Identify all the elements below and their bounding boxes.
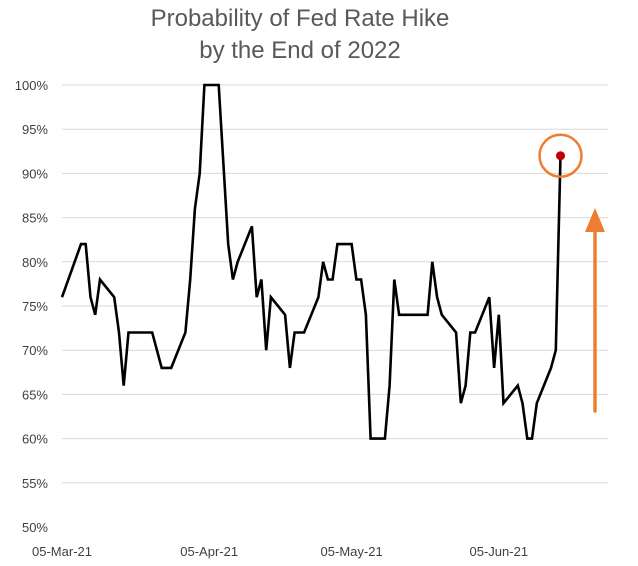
x-tick-label: 05-Apr-21 bbox=[180, 544, 238, 559]
x-tick-label: 05-Jun-21 bbox=[470, 544, 529, 559]
up-arrow-head bbox=[585, 208, 605, 232]
chart-title-line-2: by the End of 2022 bbox=[199, 37, 401, 64]
y-tick-label: 70% bbox=[22, 343, 48, 358]
x-tick-label: 05-May-21 bbox=[321, 544, 383, 559]
y-tick-label: 75% bbox=[22, 299, 48, 314]
x-axis: 05-Mar-21 05-Apr-21 05-May-21 05-Jun-21 bbox=[32, 544, 528, 559]
y-axis: 100% 95% 90% 85% 80% 75% 70% 65% 60% 55% 50% bbox=[15, 78, 49, 535]
highlight-point bbox=[556, 151, 566, 161]
series-line bbox=[60, 83, 562, 440]
y-tick-label: 65% bbox=[22, 387, 48, 402]
highlight-circle bbox=[538, 133, 583, 178]
y-tick-label: 50% bbox=[22, 520, 48, 535]
chart-title: Probability of Fed Rate Hike by the End … bbox=[151, 5, 450, 64]
plot-area bbox=[60, 83, 562, 440]
x-tick-label: 05-Mar-21 bbox=[32, 544, 92, 559]
y-tick-label: 90% bbox=[22, 166, 48, 181]
y-tick-label: 95% bbox=[22, 122, 48, 137]
y-tick-label: 55% bbox=[22, 476, 48, 491]
y-tick-label: 85% bbox=[22, 211, 48, 226]
y-tick-label: 80% bbox=[22, 255, 48, 270]
annotations bbox=[538, 133, 605, 413]
chart-title-line-1: Probability of Fed Rate Hike bbox=[151, 5, 450, 32]
y-tick-label: 100% bbox=[15, 78, 49, 93]
y-tick-label: 60% bbox=[22, 432, 48, 447]
